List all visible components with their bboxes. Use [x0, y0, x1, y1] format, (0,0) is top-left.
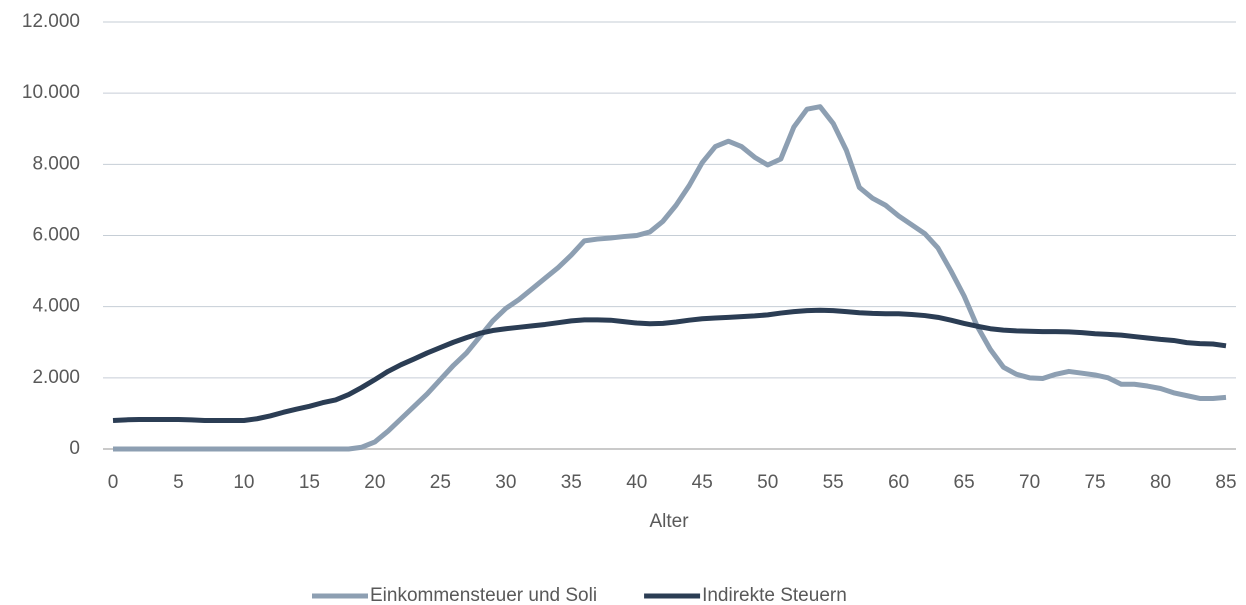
x-tick-label: 0 [108, 472, 119, 493]
x-tick-label: 55 [823, 472, 844, 493]
line-series [113, 104, 1227, 452]
x-tick-label: 20 [364, 472, 385, 493]
legend-label: Indirekte Steuern [702, 585, 847, 605]
x-tick-label: 80 [1150, 472, 1171, 493]
y-tick-label: 6.000 [32, 225, 80, 246]
y-tick-label: 4.000 [32, 296, 80, 317]
x-tick-label: 10 [233, 472, 254, 493]
x-tick-label: 30 [495, 472, 516, 493]
x-tick-label: 50 [757, 472, 778, 493]
legend-label: Einkommensteuer und Soli [370, 585, 597, 605]
x-tick-label: 5 [173, 472, 184, 493]
x-tick-label: 45 [692, 472, 713, 493]
x-tick-label: 70 [1019, 472, 1040, 493]
line-series [112, 307, 1227, 424]
x-tick-label: 60 [888, 472, 909, 493]
y-tick-label: 10.000 [22, 82, 80, 103]
y-tick-label: 8.000 [32, 153, 80, 174]
y-tick-label: 12.000 [22, 11, 80, 32]
x-axis-label: Alter [649, 511, 689, 532]
x-tick-label: 40 [626, 472, 647, 493]
x-tick-label: 85 [1215, 472, 1236, 493]
x-tick-label: 25 [430, 472, 451, 493]
x-tick-label: 35 [561, 472, 582, 493]
y-tick-label: 2.000 [32, 367, 80, 388]
x-tick-label: 75 [1084, 472, 1105, 493]
x-tick-label: 15 [299, 472, 320, 493]
y-tick-label: 0 [69, 438, 80, 459]
x-tick-label: 65 [954, 472, 975, 493]
